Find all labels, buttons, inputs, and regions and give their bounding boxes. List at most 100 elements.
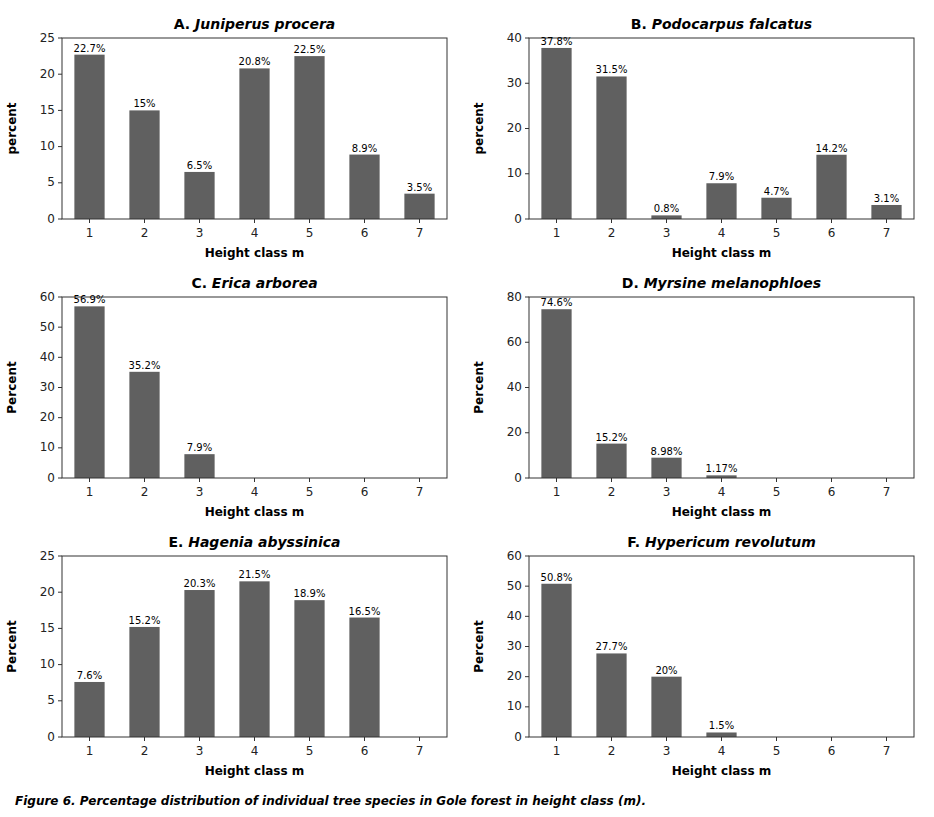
y-tick-label: 40 xyxy=(507,380,522,394)
y-tick-label: 25 xyxy=(40,549,55,563)
x-tick xyxy=(831,737,832,741)
subplot: 010203040123456737.8%31.5%0.8%7.9%4.7%14… xyxy=(472,16,914,260)
plot-frame xyxy=(529,297,914,478)
y-tick xyxy=(58,38,62,39)
bar xyxy=(651,215,681,219)
x-tick xyxy=(666,478,667,482)
x-tick-label: 5 xyxy=(306,744,314,758)
data-label: 21.5% xyxy=(239,569,271,580)
y-tick xyxy=(525,173,529,174)
x-tick-label: 6 xyxy=(361,485,369,499)
bar xyxy=(129,372,159,478)
x-tick xyxy=(199,737,200,741)
x-tick xyxy=(199,478,200,482)
data-label: 74.6% xyxy=(541,297,573,308)
bar xyxy=(651,677,681,737)
plot-frame xyxy=(62,38,447,219)
plot-frame xyxy=(62,556,447,737)
x-tick-label: 2 xyxy=(141,485,149,499)
x-tick xyxy=(721,737,722,741)
x-tick xyxy=(419,737,420,741)
y-tick xyxy=(58,74,62,75)
x-tick-label: 6 xyxy=(361,226,369,240)
x-tick xyxy=(89,219,90,223)
x-axis-label: Height class m xyxy=(672,246,772,260)
data-label: 4.7% xyxy=(764,186,789,197)
x-tick-label: 1 xyxy=(86,485,94,499)
x-tick-label: 6 xyxy=(361,744,369,758)
data-label: 14.2% xyxy=(816,143,848,154)
bars xyxy=(74,55,434,219)
data-label: 1.17% xyxy=(706,463,738,474)
y-tick-label: 30 xyxy=(507,639,522,653)
subplot-title: A. Juniperus procera xyxy=(174,16,336,32)
plot-frame xyxy=(529,38,914,219)
y-tick xyxy=(525,676,529,677)
x-tick xyxy=(254,737,255,741)
data-label: 7.6% xyxy=(77,670,102,681)
y-tick xyxy=(58,447,62,448)
data-label: 15.2% xyxy=(129,615,161,626)
y-tick-label: 10 xyxy=(507,166,522,180)
figure: 0510152025123456722.7%15%6.5%20.8%22.5%8… xyxy=(0,0,934,817)
x-tick-label: 6 xyxy=(828,226,836,240)
y-tick-label: 30 xyxy=(40,380,55,394)
subplot-title: C. Erica arborea xyxy=(191,275,317,291)
y-tick xyxy=(525,646,529,647)
y-tick-label: 0 xyxy=(514,730,522,744)
x-tick-label: 5 xyxy=(773,744,781,758)
bar xyxy=(706,183,736,219)
data-label: 35.2% xyxy=(129,360,161,371)
y-tick-label: 60 xyxy=(507,549,522,563)
data-label: 22.7% xyxy=(74,43,106,54)
data-label: 37.8% xyxy=(541,36,573,47)
data-label: 20.3% xyxy=(184,578,216,589)
bars xyxy=(541,48,901,219)
y-tick xyxy=(525,586,529,587)
y-tick-label: 20 xyxy=(40,585,55,599)
x-tick xyxy=(721,219,722,223)
x-tick-label: 1 xyxy=(86,744,94,758)
data-label: 50.8% xyxy=(541,572,573,583)
data-label: 18.9% xyxy=(294,588,326,599)
x-tick xyxy=(611,737,612,741)
subplot-title: D. Myrsine melanophloes xyxy=(622,275,821,291)
bar xyxy=(541,584,571,737)
y-tick xyxy=(58,592,62,593)
x-tick-label: 3 xyxy=(663,226,671,240)
bars xyxy=(541,584,736,737)
y-tick-label: 20 xyxy=(40,67,55,81)
x-tick xyxy=(776,737,777,741)
bar xyxy=(349,618,379,737)
data-label: 20% xyxy=(655,665,677,676)
bar xyxy=(706,732,736,737)
y-tick-label: 0 xyxy=(514,471,522,485)
y-tick-label: 10 xyxy=(40,657,55,671)
x-tick-label: 5 xyxy=(773,226,781,240)
data-label: 6.5% xyxy=(187,160,212,171)
y-tick xyxy=(58,357,62,358)
bar xyxy=(349,155,379,219)
data-label: 3.5% xyxy=(407,182,432,193)
y-tick xyxy=(58,146,62,147)
y-tick xyxy=(525,128,529,129)
x-axis-label: Height class m xyxy=(672,764,772,778)
x-tick xyxy=(776,478,777,482)
x-tick xyxy=(556,478,557,482)
y-tick xyxy=(525,616,529,617)
data-label: 7.9% xyxy=(709,171,734,182)
x-tick xyxy=(364,478,365,482)
x-tick-label: 6 xyxy=(828,744,836,758)
x-tick xyxy=(254,478,255,482)
x-axis-label: Height class m xyxy=(672,505,772,519)
y-axis-label: Percent xyxy=(5,361,19,414)
x-tick-label: 3 xyxy=(663,744,671,758)
y-tick xyxy=(58,417,62,418)
x-tick-label: 4 xyxy=(251,485,259,499)
x-tick xyxy=(831,219,832,223)
y-tick xyxy=(525,556,529,557)
data-label: 8.9% xyxy=(352,143,377,154)
data-label: 27.7% xyxy=(596,641,628,652)
y-tick-label: 20 xyxy=(507,425,522,439)
y-tick-label: 0 xyxy=(47,471,55,485)
